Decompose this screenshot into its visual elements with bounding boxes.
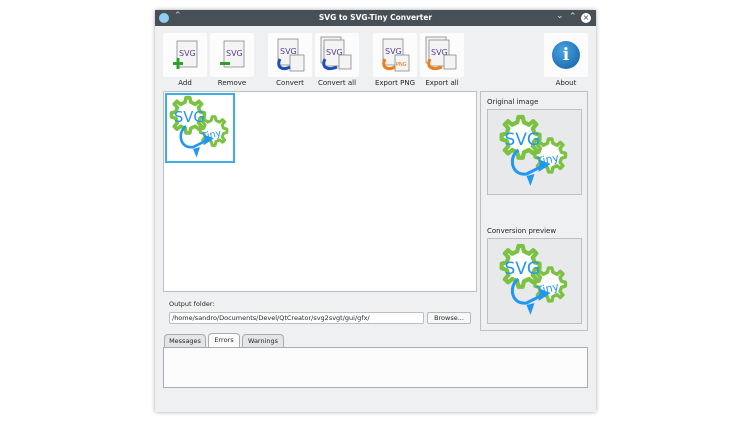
export-png-label: Export PNG: [374, 79, 416, 87]
conversion-preview-label: Conversion preview: [487, 227, 557, 235]
logo-svg-text: SVG: [174, 109, 205, 126]
convert-label: Convert: [276, 79, 304, 87]
svg-tiny-logo-icon: SVG Tiny: [488, 110, 581, 188]
svg-text:PNG: PNG: [396, 62, 407, 68]
minimize-button[interactable]: ⌄: [556, 11, 564, 21]
logo-svg-text: SVG: [505, 259, 541, 279]
svg-tiny-logo-icon: SVG Tiny: [488, 239, 581, 317]
export-png-button[interactable]: PNG: [373, 33, 417, 77]
about-button[interactable]: i: [544, 33, 588, 77]
svg-convert-all-icon: [320, 36, 352, 71]
preview-panel: Original image SVG Tiny Conversion previ…: [480, 91, 588, 331]
export-all-button[interactable]: [420, 33, 464, 77]
output-folder-input[interactable]: /home/sandro/Documents/Devel/QtCreator/s…: [169, 312, 424, 324]
remove-label: Remove: [217, 79, 247, 87]
remove-button[interactable]: [210, 33, 254, 77]
window-title: SVG to SVG-Tiny Converter: [318, 13, 433, 22]
title-bar: ⌃ SVG to SVG-Tiny Converter ⌄ ⌃ ×: [155, 10, 596, 26]
info-icon: i: [552, 41, 580, 69]
tab-warnings[interactable]: Warnings: [242, 334, 284, 347]
original-image-label: Original image: [487, 98, 539, 106]
main-window: ⌃ SVG to SVG-Tiny Converter ⌄ ⌃ × Add Re…: [155, 10, 596, 412]
keep-above-icon[interactable]: ⌃: [174, 11, 182, 21]
svg-tiny-logo-icon: SVG Tiny: [167, 95, 233, 159]
output-folder-label: Output folder:: [169, 300, 215, 308]
errors-panel: [163, 347, 588, 388]
file-list[interactable]: SVG Tiny: [163, 91, 477, 292]
convert-all-label: Convert all: [317, 79, 357, 87]
export-png-icon: PNG: [382, 38, 410, 72]
svg-remove-icon: [220, 40, 245, 68]
browse-button[interactable]: Browse...: [427, 312, 471, 324]
tab-errors[interactable]: Errors: [208, 333, 240, 347]
app-icon: [159, 13, 169, 23]
original-image-preview: SVG Tiny: [487, 109, 582, 195]
svg-convert-icon: [277, 38, 305, 72]
about-label: About: [555, 79, 577, 87]
conversion-preview: SVG Tiny: [487, 238, 582, 324]
add-button[interactable]: [163, 33, 207, 77]
convert-all-button[interactable]: [315, 33, 359, 77]
tab-messages[interactable]: Messages: [164, 334, 206, 347]
close-button[interactable]: ×: [581, 13, 591, 23]
export-all-label: Export all: [425, 79, 459, 87]
file-thumbnail[interactable]: SVG Tiny: [165, 93, 235, 163]
add-label: Add: [178, 79, 192, 87]
logo-svg-text: SVG: [505, 130, 541, 150]
convert-button[interactable]: [268, 33, 312, 77]
maximize-button[interactable]: ⌃: [569, 12, 577, 22]
export-all-icon: [425, 36, 457, 71]
svg-add-icon: [173, 40, 198, 69]
